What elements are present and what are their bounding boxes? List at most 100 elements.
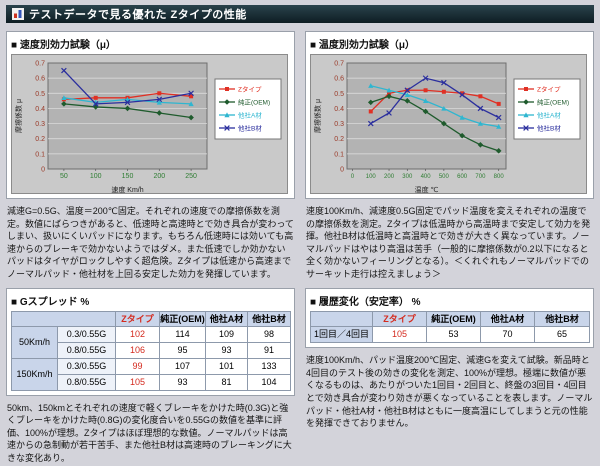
oem-value-cell: 107 (159, 357, 206, 375)
col-header-ztype: Zタイプ (115, 310, 160, 328)
table-row: 150Km/h 0.3/0.55G 99 107 101 133 (11, 357, 291, 391)
speed-test-panel: ■ 速度別効力試験（μ） 0 0.1 0.2 0.3 0.4 0.5 0.6 0.7 50 100… (6, 31, 295, 199)
svg-text:500: 500 (439, 174, 450, 180)
g-condition-cell: 0.8/0.55G (57, 342, 116, 359)
svg-text:150: 150 (122, 173, 134, 180)
company-b-value-cell: 98 (247, 326, 291, 344)
svg-text:Zタイプ: Zタイプ (238, 85, 262, 94)
g-spread-description: 50km、150kmとそれぞれの速度で軽くブレーキをかけた時(0.3G)と強くブ… (7, 402, 292, 463)
corner-cell (11, 310, 116, 328)
svg-text:200: 200 (153, 173, 165, 180)
svg-text:50: 50 (60, 173, 68, 180)
row-header-cycle: 1回目／4回目 (310, 326, 373, 344)
temp-test-panel: ■ 温度別効力試験（μ） 0 0.1 0.2 0.3 0.4 0.5 0.6 0.7 0 100 2… (305, 31, 594, 199)
temp-test-title: ■ 温度別効力試験（μ） (310, 40, 415, 51)
table-row: 1回目／4回目 105 53 70 65 (310, 326, 590, 344)
row-header-50kmh: 50Km/h (11, 326, 58, 359)
svg-text:700: 700 (475, 174, 486, 180)
table-row: 0.8/0.55G 106 95 93 91 (12, 342, 291, 359)
col-header-company-b: 他社B材 (534, 310, 590, 328)
right-column: ■ 温度別効力試験（μ） 0 0.1 0.2 0.3 0.4 0.5 0.6 0.7 0 100 2… (305, 31, 594, 466)
svg-text:温度 ℃: 温度 ℃ (415, 185, 439, 194)
svg-text:速度 Km/h: 速度 Km/h (111, 185, 143, 194)
g-spread-title: ■ Gスプレッド % (11, 296, 90, 308)
svg-text:200: 200 (384, 174, 395, 180)
speed-effect-chart: 0 0.1 0.2 0.3 0.4 0.5 0.6 0.7 50 100 150 200 250 速度 K… (11, 54, 288, 194)
svg-text:0.2: 0.2 (334, 136, 344, 143)
svg-text:純正(OEM): 純正(OEM) (537, 98, 569, 107)
col-header-company-b: 他社B材 (247, 310, 291, 328)
ztype-value-cell: 105 (115, 373, 160, 391)
company-a-value-cell: 93 (205, 342, 248, 359)
history-change-title: ■ 履歴変化（安定率） % (310, 296, 421, 308)
svg-text:摩擦係数 μ: 摩擦係数 μ (14, 99, 23, 133)
company-b-value-cell: 91 (247, 342, 291, 359)
svg-text:100: 100 (90, 173, 102, 180)
svg-text:0.4: 0.4 (334, 106, 344, 113)
temp-effect-chart: 0 0.1 0.2 0.3 0.4 0.5 0.6 0.7 0 100 200 300 400 500 60… (310, 54, 587, 194)
two-column-layout: ■ 速度別効力試験（μ） 0 0.1 0.2 0.3 0.4 0.5 0.6 0.7 50 100… (6, 23, 594, 466)
svg-text:他社A材: 他社A材 (537, 111, 561, 120)
company-a-value-cell: 70 (480, 326, 535, 344)
ztype-value-cell: 106 (115, 342, 160, 359)
ztype-value-cell: 99 (115, 357, 160, 375)
svg-text:0: 0 (351, 174, 355, 180)
g-condition-cell: 0.3/0.55G (57, 357, 116, 375)
svg-text:0.1: 0.1 (35, 151, 45, 158)
svg-text:0.7: 0.7 (334, 61, 344, 68)
svg-text:0.5: 0.5 (35, 91, 45, 98)
col-header-oem: 純正(OEM) (159, 310, 206, 328)
table-row: 0.8/0.55G 105 93 81 104 (12, 373, 291, 391)
svg-text:0: 0 (340, 167, 344, 174)
g-spread-panel: ■ Gスプレッド % Zタイプ 純正(OEM) 他社A材 他社B材 (6, 287, 295, 396)
company-b-value-cell: 133 (247, 357, 291, 375)
svg-text:0.1: 0.1 (334, 151, 344, 158)
temp-test-description: 速度100Km/h、減速度0.5G固定でパッド温度を変えそれぞれの温度での摩擦係… (306, 206, 591, 279)
svg-text:0: 0 (41, 167, 45, 174)
svg-text:摩擦係数 μ: 摩擦係数 μ (313, 99, 322, 133)
history-change-panel: ■ 履歴変化（安定率） % Zタイプ 純正(OEM) 他社A材 他社B材 (305, 287, 594, 349)
g-condition-cell: 0.3/0.55G (57, 326, 116, 344)
col-header-company-a: 他社A材 (205, 310, 248, 328)
company-a-value-cell: 109 (205, 326, 248, 344)
chart-icon (12, 8, 24, 20)
svg-text:他社B材: 他社B材 (238, 124, 262, 133)
col-header-oem: 純正(OEM) (426, 310, 481, 328)
svg-text:0.4: 0.4 (35, 106, 45, 113)
col-header-company-a: 他社A材 (480, 310, 535, 328)
svg-text:800: 800 (494, 174, 505, 180)
speed-test-title: ■ 速度別効力試験（μ） (11, 40, 116, 51)
company-a-value-cell: 101 (205, 357, 248, 375)
svg-text:250: 250 (185, 173, 197, 180)
table-header-row: Zタイプ 純正(OEM) 他社A材 他社B材 (310, 310, 590, 328)
row-header-150kmh: 150Km/h (11, 357, 58, 391)
corner-cell (310, 310, 373, 328)
svg-text:0.6: 0.6 (35, 76, 45, 83)
svg-text:Zタイプ: Zタイプ (537, 85, 561, 94)
svg-text:0.5: 0.5 (334, 91, 344, 98)
oem-value-cell: 53 (426, 326, 481, 344)
section-title-bar: テストデータで見る優れた Zタイプの性能 (6, 5, 594, 23)
g-spread-table: Zタイプ 純正(OEM) 他社A材 他社B材 50Km/h 0.3/0.55G … (11, 310, 291, 391)
oem-value-cell: 93 (159, 373, 206, 391)
svg-text:0.3: 0.3 (334, 121, 344, 128)
svg-text:300: 300 (402, 174, 413, 180)
svg-text:純正(OEM): 純正(OEM) (238, 98, 270, 107)
g-condition-cell: 0.8/0.55G (57, 373, 116, 391)
svg-text:他社A材: 他社A材 (238, 111, 262, 120)
ztype-value-cell: 102 (115, 326, 160, 344)
company-a-value-cell: 81 (205, 373, 248, 391)
col-header-ztype: Zタイプ (372, 310, 427, 328)
left-column: ■ 速度別効力試験（μ） 0 0.1 0.2 0.3 0.4 0.5 0.6 0.7 50 100… (6, 31, 295, 466)
ztype-value-cell: 105 (372, 326, 427, 344)
history-change-table: Zタイプ 純正(OEM) 他社A材 他社B材 1回目／4回目 105 53 70 (310, 310, 590, 344)
svg-text:0.6: 0.6 (334, 76, 344, 83)
svg-text:100: 100 (366, 174, 377, 180)
svg-text:600: 600 (457, 174, 468, 180)
company-b-value-cell: 104 (247, 373, 291, 391)
table-row: 50Km/h 0.3/0.55G 102 114 109 98 (11, 326, 291, 359)
svg-text:0.2: 0.2 (35, 136, 45, 143)
speed-test-description: 減速G=0.5G、温度＝200℃固定。それぞれの速度での摩擦係数を測定。数値にば… (7, 206, 294, 279)
history-change-description: 速度100Km/h、パッド温度200℃固定、減速Gを変えて試験。新品時と4回目の… (306, 355, 593, 429)
